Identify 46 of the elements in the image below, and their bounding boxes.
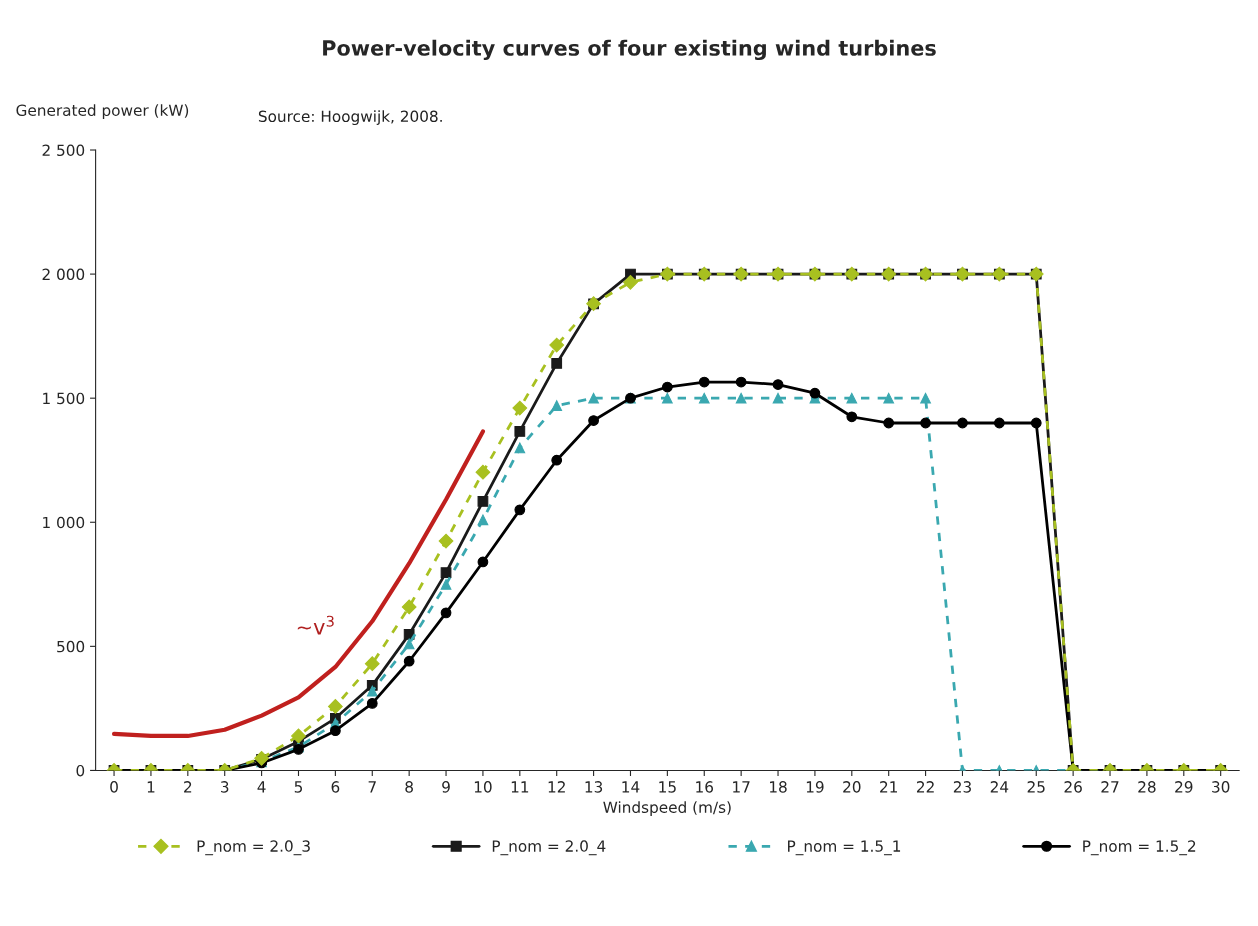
source-note: Source: Hoogwijk, 2008.: [258, 110, 442, 126]
x-tick-label: 16: [696, 781, 714, 793]
x-tick-label: 12: [548, 781, 565, 793]
x-tick-label: 1: [147, 781, 155, 793]
x-tick-label: 24: [990, 781, 1009, 793]
y-tick-label: 2 500: [42, 144, 85, 157]
x-tick-label: 3: [221, 781, 229, 793]
y-tick-label: 2 000: [42, 268, 85, 281]
x-tick-label: 29: [1175, 781, 1193, 793]
chart-title: Power-velocity curves of four existing wind turbines: [323, 39, 936, 61]
y-tick-label: 1 500: [43, 392, 85, 405]
y-tick-label: 500: [57, 640, 85, 653]
annotation: ~v$^{3}$: [297, 615, 334, 635]
x-tick-label: 17: [733, 781, 750, 793]
x-tick-label: 27: [1101, 781, 1119, 793]
x-tick-label: 23: [953, 781, 971, 793]
y-axis-title: Generated power (kW): [16, 104, 189, 119]
x-tick-label: 6: [331, 781, 340, 793]
x-tick-label: 15: [659, 781, 676, 793]
x-tick-label: 8: [405, 781, 413, 793]
x-tick-label: 25: [1027, 781, 1045, 793]
x-tick-label: 30: [1212, 781, 1230, 793]
x-tick-label: 21: [880, 781, 898, 793]
x-tick-label: 10: [474, 781, 492, 793]
y-tick-label: 1 000: [43, 516, 85, 529]
x-tick-label: 13: [585, 781, 603, 793]
x-tick-label: 9: [442, 781, 450, 793]
legend-label: P_nom = 2.0_4: [492, 840, 606, 856]
x-tick-label: 28: [1138, 781, 1156, 793]
x-tick-label: 14: [622, 781, 640, 793]
legend-label: P_nom = 1.5_1: [788, 840, 901, 856]
x-tick-label: 4: [257, 781, 266, 793]
x-tick-label: 7: [368, 781, 376, 793]
x-tick-label: 11: [511, 781, 529, 793]
x-tick-label: 19: [806, 781, 824, 793]
x-tick-label: 18: [769, 781, 787, 793]
y-tick-label: 0: [76, 764, 85, 777]
x-axis-title: Windspeed (m/s): [603, 801, 731, 816]
legend-label: P_nom = 2.0_3: [197, 840, 310, 856]
x-tick-label: 26: [1064, 781, 1082, 793]
x-tick-label: 20: [843, 781, 861, 793]
x-tick-label: 5: [294, 781, 303, 793]
x-tick-label: 2: [184, 781, 192, 793]
x-tick-label: 22: [916, 781, 934, 793]
legend-label: P_nom = 1.5_2: [1083, 840, 1196, 856]
x-tick-label: 0: [110, 781, 118, 793]
